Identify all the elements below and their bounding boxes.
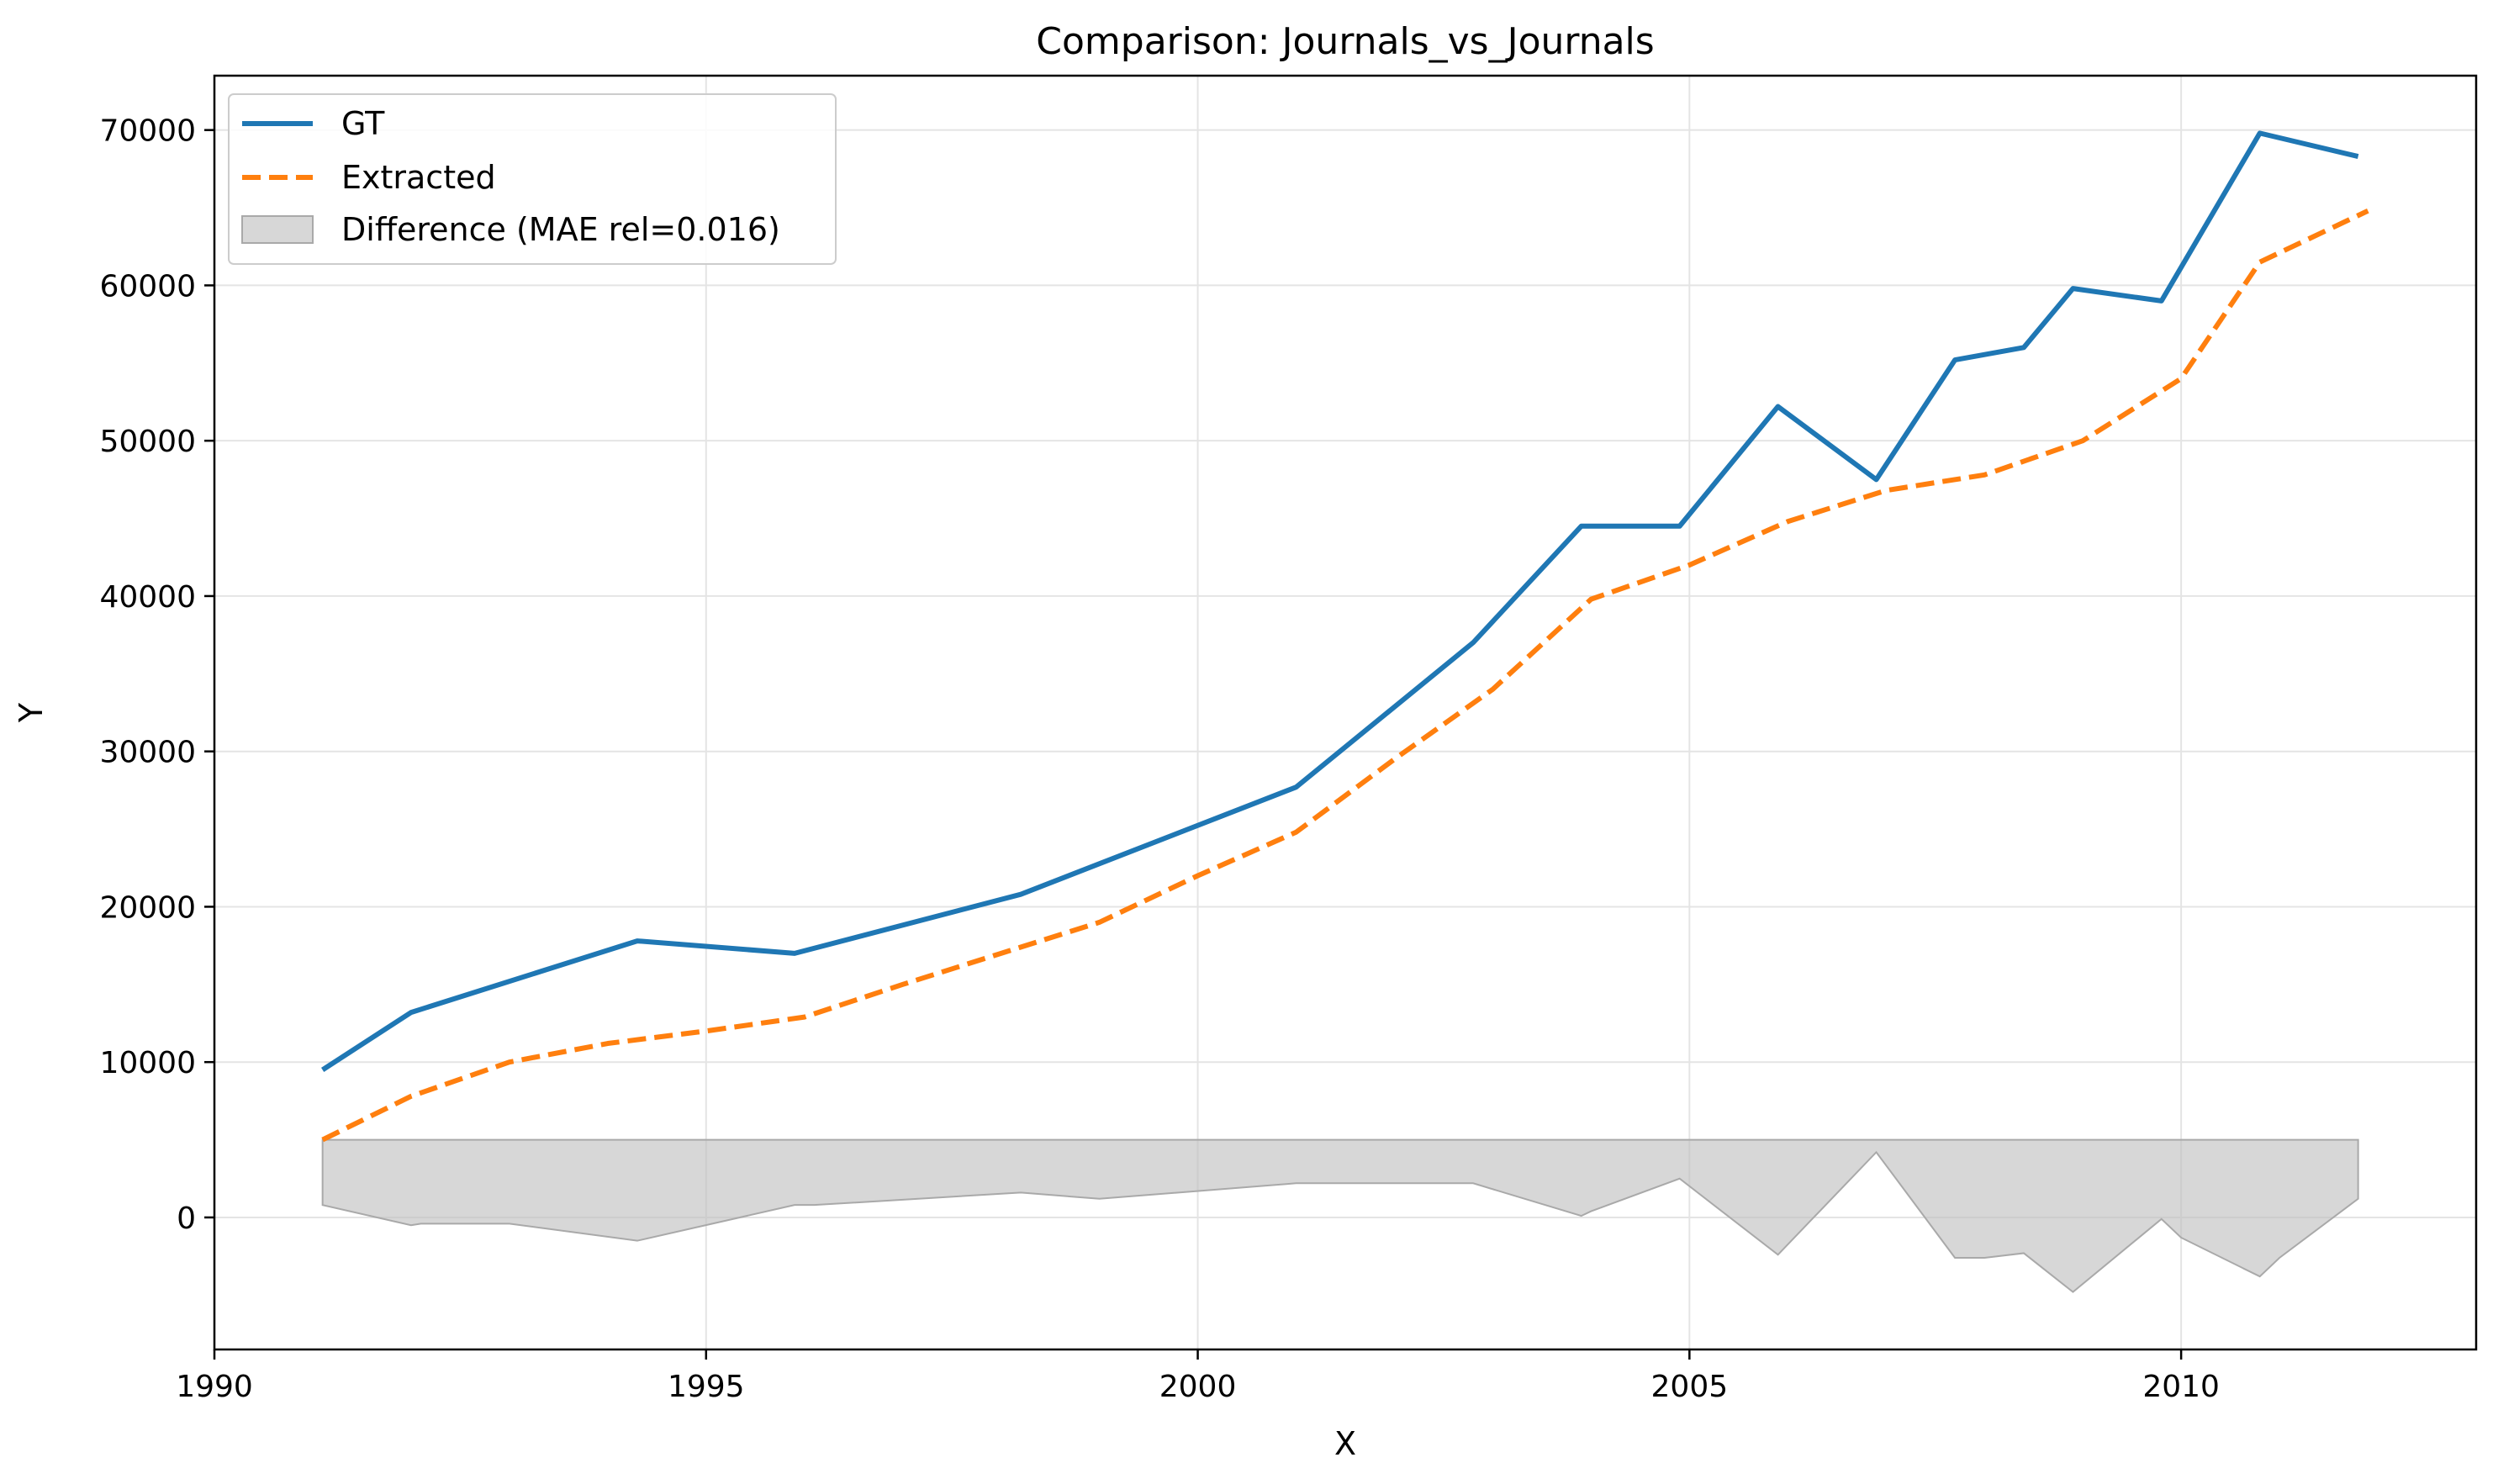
y-tick-label: 20000 bbox=[99, 890, 196, 925]
y-tick-label: 30000 bbox=[99, 736, 196, 770]
x-axis-title: X bbox=[1334, 1425, 1356, 1462]
legend-label-difference: Difference (MAE rel=0.016) bbox=[341, 211, 780, 248]
x-tick-label: 2005 bbox=[1651, 1370, 1729, 1404]
chart-title: Comparison: Journals_vs_Journals bbox=[1036, 20, 1654, 63]
difference-area bbox=[321, 1138, 2359, 1293]
plot-area-frame bbox=[213, 74, 2478, 1351]
y-tick-label: 50000 bbox=[99, 425, 196, 459]
legend-swatch-difference bbox=[241, 215, 314, 244]
legend-label-gt: GT bbox=[341, 105, 385, 142]
y-tick-label: 40000 bbox=[99, 580, 196, 615]
y-tick-label: 70000 bbox=[99, 114, 196, 149]
y-axis-title: Y bbox=[13, 702, 50, 723]
x-axis-ticks: 1990 1995 2000 2005 2010 bbox=[176, 1349, 2220, 1404]
legend-label-extracted: Extracted bbox=[341, 159, 496, 196]
series-lines bbox=[321, 130, 2369, 1143]
difference-band bbox=[321, 1138, 2359, 1293]
x-tick-label: 2010 bbox=[2142, 1370, 2220, 1404]
series-line-extracted bbox=[321, 209, 2369, 1143]
y-tick-label: 0 bbox=[177, 1201, 196, 1236]
legend-box bbox=[228, 93, 837, 265]
y-tick-label: 10000 bbox=[99, 1046, 196, 1080]
x-tick-label: 2000 bbox=[1159, 1370, 1237, 1404]
series-line-gt bbox=[321, 130, 2359, 1072]
x-tick-label: 1990 bbox=[176, 1370, 253, 1404]
legend: GT Extracted Difference (MAE rel=0.016) bbox=[228, 93, 837, 265]
y-tick-label: 60000 bbox=[99, 269, 196, 304]
x-tick-label: 1995 bbox=[668, 1370, 745, 1404]
y-axis-ticks: 0 10000 20000 30000 40000 50000 60000 70000 bbox=[99, 114, 214, 1236]
